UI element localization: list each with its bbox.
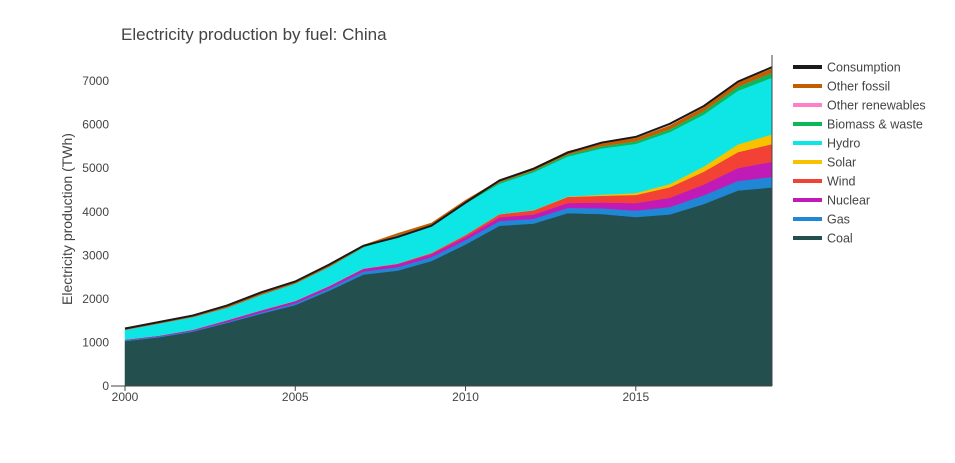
- y-tick-label: 6000: [82, 118, 109, 132]
- legend-item-nuclear[interactable]: Nuclear: [793, 194, 870, 208]
- legend: Consumption Other fossil Other renewables B…: [793, 61, 926, 246]
- x-tick-label: 2005: [282, 390, 309, 404]
- legend-label: Solar: [827, 156, 856, 170]
- x-tick-label: 2010: [452, 390, 479, 404]
- line-series-consumption[interactable]: [124, 66, 773, 330]
- legend-item-wind[interactable]: Wind: [793, 175, 856, 189]
- legend-item-gas[interactable]: Gas: [793, 213, 850, 227]
- legend-label: Hydro: [827, 137, 860, 151]
- legend-item-consumption[interactable]: Consumption: [793, 61, 901, 75]
- y-tick-label: 2000: [82, 292, 109, 306]
- legend-label: Nuclear: [827, 194, 870, 208]
- x-tick-label: 2015: [622, 390, 649, 404]
- legend-item-coal[interactable]: Coal: [793, 232, 853, 246]
- y-axis-label: Electricity production (TWh): [59, 133, 75, 305]
- y-tick-label: 3000: [82, 248, 109, 262]
- legend-label: Biomass & waste: [827, 118, 923, 132]
- legend-label: Other renewables: [827, 99, 926, 113]
- legend-label: Consumption: [827, 61, 901, 75]
- x-tick-label: 2000: [112, 390, 139, 404]
- chart-title: Electricity production by fuel: China: [121, 25, 387, 44]
- y-tick-label: 4000: [82, 205, 109, 219]
- legend-label: Coal: [827, 232, 853, 246]
- area-layer: [124, 68, 773, 387]
- y-tick-label: 1000: [82, 335, 109, 349]
- legend-item-solar[interactable]: Solar: [793, 156, 856, 170]
- y-tick-label: 0: [102, 379, 109, 393]
- legend-item-hydro[interactable]: Hydro: [793, 137, 860, 151]
- legend-item-biomass-and-waste[interactable]: Biomass & waste: [793, 118, 923, 132]
- line-layer: [124, 66, 773, 330]
- y-tick-label: 5000: [82, 161, 109, 175]
- legend-label: Gas: [827, 213, 850, 227]
- legend-item-other-renewables[interactable]: Other renewables: [793, 99, 926, 113]
- axes-layer: 2000 2005 2010 2015 0 1000 2000 3000 4000 5000 600…: [82, 55, 773, 404]
- legend-label: Wind: [827, 175, 856, 189]
- y-tick-label: 7000: [82, 74, 109, 88]
- legend-item-other-fossil[interactable]: Other fossil: [793, 80, 890, 94]
- legend-label: Other fossil: [827, 80, 890, 94]
